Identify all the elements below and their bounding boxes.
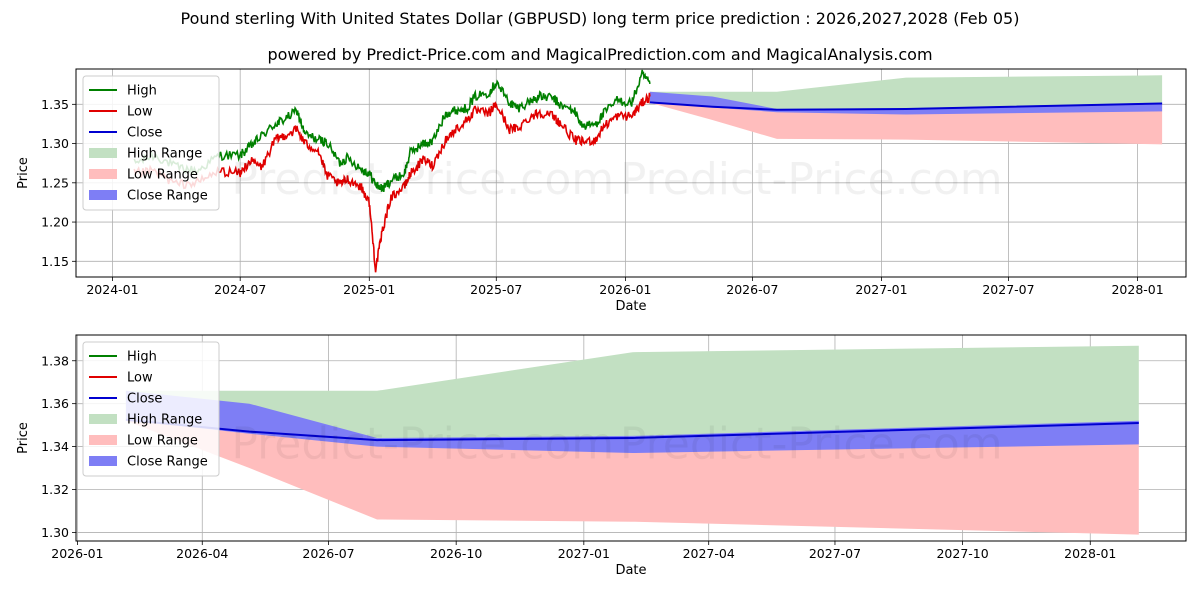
x-tick-label: 2026-07: [726, 282, 778, 297]
legend: High Low Close High Range Low Range Close Ran…: [82, 341, 220, 477]
y-tick-label: 1.30: [41, 136, 69, 151]
y-tick-label: 1.30: [41, 525, 69, 540]
y-tick-label: 1.38: [41, 353, 69, 368]
x-tick-label: 2027-07: [809, 546, 861, 561]
x-tick-label: 2026-04: [176, 546, 228, 561]
legend-label-low-range: Low Range: [127, 434, 198, 449]
legend-key-low-range: [89, 169, 117, 179]
watermark-text: Predict-Price.com: [231, 419, 614, 470]
axes-frame: [75, 68, 1187, 278]
x-tick-label: 2024-07: [214, 282, 266, 297]
y-axis-label: Price: [16, 422, 31, 454]
x-tick-label: 2026-07: [302, 546, 354, 561]
x-axis-label: Date: [615, 299, 646, 314]
y-tick-label: 1.35: [41, 97, 69, 112]
x-tick-label: 2027-10: [936, 546, 988, 561]
legend-label-low-range: Low Range: [127, 168, 198, 183]
x-tick-label: 2025-01: [343, 282, 395, 297]
legend-label-low: Low: [127, 105, 153, 120]
watermark-text: Predict-Price.com: [231, 154, 614, 205]
y-tick-label: 1.20: [41, 215, 69, 230]
legend-key-low-range: [89, 435, 117, 445]
x-tick-label: 2028-01: [1064, 546, 1116, 561]
chart-title: Pound sterling With United States Dollar…: [180, 9, 1020, 28]
y-tick-label: 1.15: [41, 254, 69, 269]
high-range-band: [125, 345, 1139, 441]
x-axis-label: Date: [615, 563, 646, 578]
close-line: [649, 101, 1163, 111]
legend: High Low Close High Range Low Range Close Ran…: [82, 75, 220, 211]
y-tick-label: 1.34: [41, 439, 69, 454]
x-tick-label: 2027-07: [982, 282, 1034, 297]
low-line: [133, 92, 651, 273]
x-tick-label: 2026-10: [430, 546, 482, 561]
close-range-band: [125, 390, 1139, 453]
panel-0: 2024-01 2024-07 2025-01 2025-07 2026-01 2026-…: [16, 68, 1187, 314]
legend-label-close-range: Close Range: [127, 455, 208, 470]
legend-label-high-range: High Range: [127, 147, 202, 162]
x-tick-label: 2028-01: [1111, 282, 1163, 297]
legend-label-low: Low: [127, 371, 153, 386]
chart-subtitle: powered by Predict-Price.com and Magical…: [267, 45, 933, 64]
x-tick-label: 2027-01: [855, 282, 907, 297]
y-axis-label: Price: [16, 157, 31, 189]
plot-area: [125, 345, 1139, 535]
high-range-band: [649, 75, 1163, 110]
legend-key-close-range: [89, 456, 117, 466]
y-tick-label: 1.32: [41, 482, 69, 497]
legend-label-high: High: [127, 350, 157, 365]
watermark-text: Predict-Price.com: [620, 419, 1003, 470]
close-range-band: [649, 91, 1163, 115]
y-tick-label: 1.36: [41, 396, 69, 411]
y-tick-label: 1.25: [41, 175, 69, 190]
x-tick-label: 2026-01: [51, 546, 103, 561]
x-tick-label: 2027-01: [558, 546, 610, 561]
axes-frame: [75, 334, 1187, 542]
high-line: [133, 69, 651, 192]
x-tick-label: 2024-01: [86, 282, 138, 297]
x-tick-label: 2025-07: [470, 282, 522, 297]
legend-key-high-range: [89, 414, 117, 424]
panel-1: 2026-01 2026-04 2026-07 2026-10 2027-01 2027-…: [16, 334, 1187, 578]
x-tick-label: 2027-04: [683, 546, 735, 561]
legend-label-close-range: Close Range: [127, 189, 208, 204]
legend-label-high: High: [127, 84, 157, 99]
legend-key-close-range: [89, 190, 117, 200]
legend-label-close: Close: [127, 126, 162, 141]
watermark-text: Predict-Price.com: [620, 154, 1003, 205]
legend-key-high-range: [89, 148, 117, 158]
legend-label-close: Close: [127, 392, 162, 407]
plot-area: [133, 69, 1163, 273]
legend-label-high-range: High Range: [127, 413, 202, 428]
x-tick-label: 2026-01: [599, 282, 651, 297]
